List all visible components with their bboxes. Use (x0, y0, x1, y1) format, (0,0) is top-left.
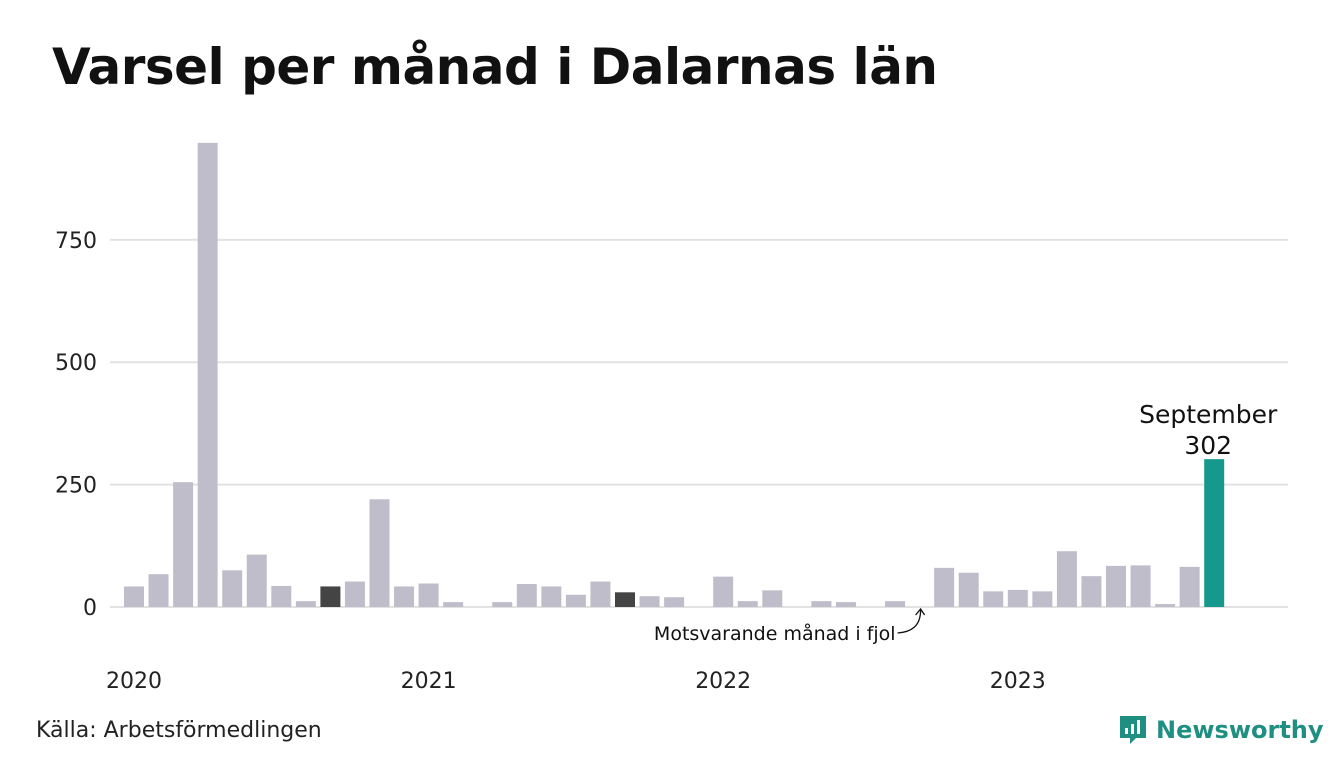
bar-2022-10 (934, 567, 955, 607)
brand-logo: Newsworthy (1118, 713, 1324, 747)
bar-2020-12 (394, 586, 415, 607)
y-axis-ticks: 0 250 500 750 (55, 229, 97, 621)
bar-2020-10 (344, 581, 365, 607)
highlight-month-label: September (1139, 400, 1278, 429)
bar-2021-10 (639, 596, 660, 607)
bar-2020-08 (295, 601, 316, 607)
bar-2022-08 (885, 601, 906, 607)
bar-2020-05 (222, 570, 243, 607)
bar-chart: 0 250 500 750 2020 2021 2022 2023 September302… (55, 142, 1288, 694)
bar-2022-05 (811, 601, 832, 607)
newsworthy-logo-icon (1120, 716, 1146, 744)
bar-2021-07 (565, 594, 586, 607)
y-tick-label: 0 (83, 596, 97, 621)
bar-2022-01 (713, 576, 734, 607)
bar-2020-11 (369, 499, 390, 607)
x-axis-ticks: 2020 2021 2022 2023 (106, 669, 1046, 694)
annotation-arrow (897, 609, 922, 634)
bar-2023-08 (1179, 566, 1200, 607)
bar-2020-07 (271, 585, 292, 607)
bar-2020-03 (173, 482, 194, 607)
bar-2021-11 (664, 597, 685, 607)
bar-2022-02 (737, 601, 758, 607)
chart-title: Varsel per månad i Dalarnas län (52, 38, 938, 96)
y-tick-label: 250 (55, 474, 97, 499)
bar-2023-05 (1106, 565, 1126, 607)
bar-2022-11 (958, 572, 979, 607)
source-note: Källa: Arbetsförmedlingen (36, 718, 322, 743)
bar-2023-09 (1204, 459, 1225, 607)
x-tick-label: 2023 (990, 669, 1046, 694)
brand-name: Newsworthy (1156, 716, 1324, 744)
bar-2021-08 (590, 581, 611, 607)
bars (124, 142, 1225, 607)
x-tick-label: 2021 (401, 669, 457, 694)
gridlines (110, 238, 1288, 608)
bar-2022-12 (983, 591, 1004, 607)
bar-2021-04 (492, 602, 513, 607)
bar-2023-07 (1155, 604, 1176, 607)
bar-2022-03 (762, 590, 783, 607)
bar-2020-01 (124, 586, 144, 607)
bar-2020-06 (246, 554, 267, 607)
bar-2021-01 (418, 583, 439, 607)
comparison-annotation: Motsvarande månad i fjol (654, 622, 896, 645)
bar-2020-02 (148, 574, 169, 607)
bar-2022-06 (835, 602, 856, 607)
bar-2023-03 (1056, 551, 1077, 607)
bar-2021-06 (541, 586, 562, 607)
highlight-value-label: 302 (1184, 431, 1232, 460)
x-tick-label: 2020 (106, 669, 162, 694)
bar-2020-09 (320, 586, 341, 607)
bar-2023-01 (1007, 589, 1028, 607)
bar-2023-04 (1081, 576, 1102, 607)
bar-2023-02 (1032, 591, 1053, 607)
bar-2021-09 (615, 592, 635, 607)
bar-2021-05 (516, 583, 537, 607)
bar-2021-02 (443, 602, 464, 607)
annotation-arrowhead (915, 607, 926, 616)
x-tick-label: 2022 (695, 669, 751, 694)
bar-2023-06 (1130, 565, 1151, 607)
y-tick-label: 750 (55, 229, 97, 254)
bar-2020-04 (197, 142, 218, 607)
y-tick-label: 500 (55, 351, 97, 376)
